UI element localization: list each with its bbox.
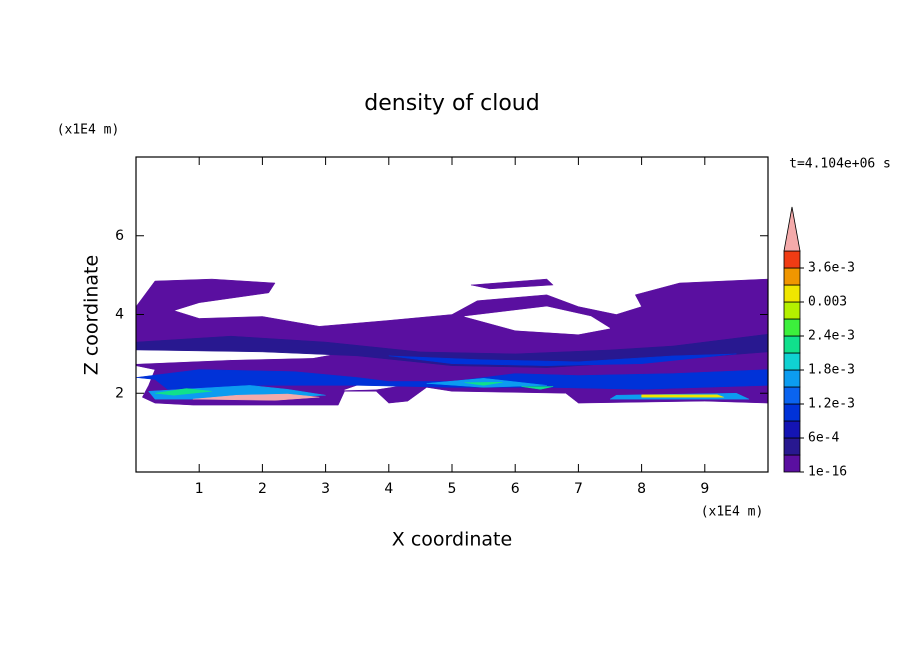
y-tick-label: 6: [115, 228, 124, 244]
x-tick-label: 8: [637, 481, 646, 497]
contour-region: [192, 393, 320, 401]
contour-region: [154, 388, 212, 396]
colorbar-box: [783, 267, 801, 286]
y-axis-label: Z coordinate: [81, 255, 103, 375]
colorbar-label: 3.6e-3: [808, 261, 855, 276]
colorbar-box: [783, 437, 801, 456]
y-tick-label: 2: [115, 385, 124, 401]
x-tick-label: 2: [258, 481, 267, 497]
time-annotation: t=4.104e+06 s: [789, 157, 891, 172]
contour-field: [135, 278, 769, 406]
colorbar-box: [783, 250, 801, 269]
colorbar-box: [783, 420, 801, 439]
contour-region: [641, 394, 724, 398]
x-tick-label: 3: [321, 481, 330, 497]
colorbar-box: [783, 301, 801, 320]
colorbar-label: 6e-4: [808, 431, 839, 446]
contour-region: [464, 381, 503, 386]
contour-region: [521, 386, 554, 390]
x-tick-label: 9: [700, 481, 709, 497]
colorbar-box: [783, 403, 801, 422]
colorbar-label: 1.8e-3: [808, 363, 855, 378]
x-axis-label: X coordinate: [392, 529, 512, 551]
colorbar-box: [783, 284, 801, 303]
x-tick-label: 1: [195, 481, 204, 497]
x-tick-label: 4: [384, 481, 393, 497]
colorbar-box: [783, 352, 801, 371]
y-tick-label: 4: [115, 307, 124, 323]
y-unit: (x1E4 m): [57, 123, 120, 138]
colorbar-label: 0.003: [808, 295, 847, 310]
colorbar-box: [783, 454, 801, 473]
colorbar-box: [783, 318, 801, 337]
x-tick-label: 5: [448, 481, 457, 497]
colorbar-label: 2.4e-3: [808, 329, 855, 344]
x-tick-label: 6: [511, 481, 520, 497]
contour-region: [388, 353, 737, 366]
clear-region: [464, 306, 611, 335]
colorbar-box: [783, 369, 801, 388]
contour-region: [470, 278, 554, 290]
x-unit: (x1E4 m): [701, 505, 764, 520]
colorbar-label: 1.2e-3: [808, 397, 855, 412]
x-tick-label: 7: [574, 481, 583, 497]
chart-title: density of cloud: [364, 91, 539, 116]
colorbar-box: [783, 335, 801, 354]
colorbar-extension: [783, 206, 801, 252]
colorbar-label: 1e-16: [808, 465, 847, 480]
colorbar-box: [783, 386, 801, 405]
